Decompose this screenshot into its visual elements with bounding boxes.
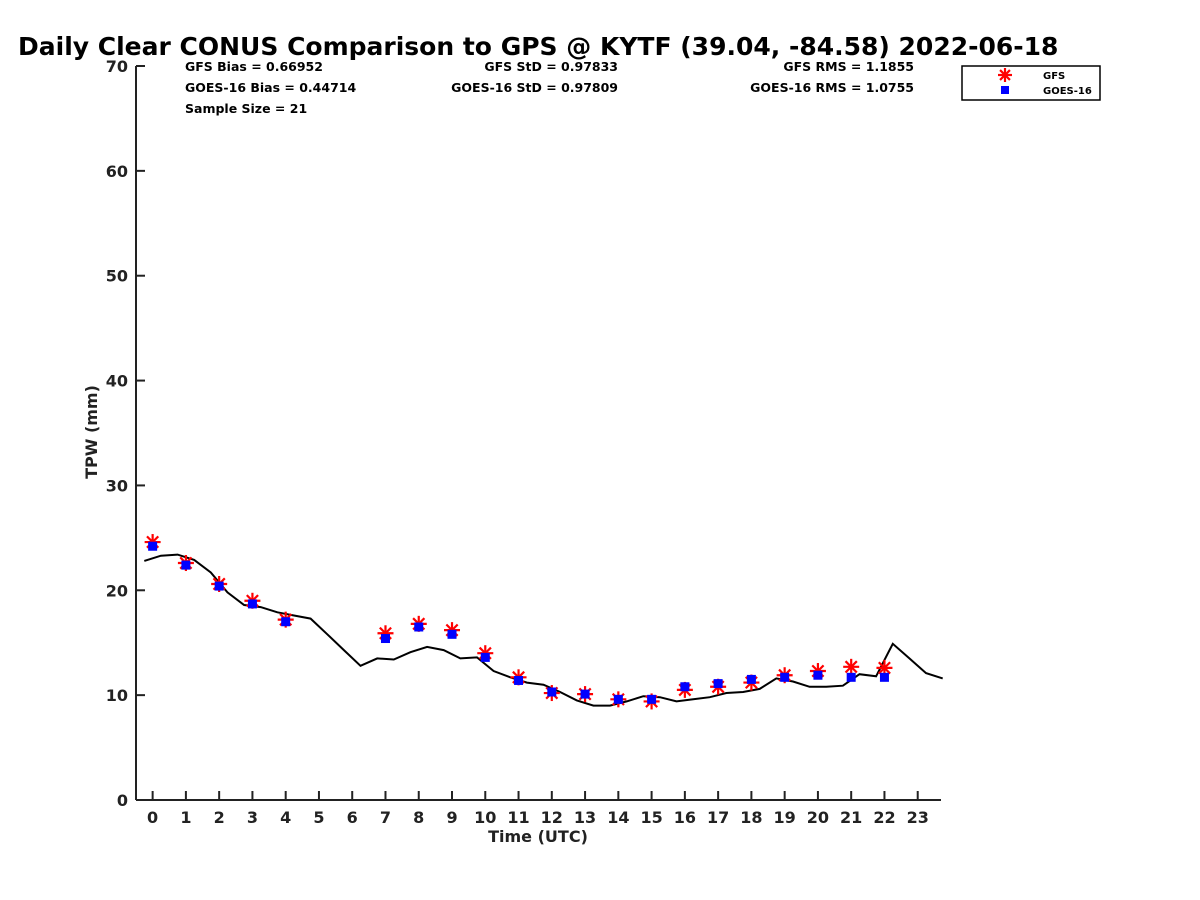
x-tick-label: 4 xyxy=(280,808,291,827)
goes-point xyxy=(879,672,889,682)
x-tick-label: 18 xyxy=(740,808,762,827)
y-tick-label: 0 xyxy=(117,791,128,810)
x-tick-label: 22 xyxy=(873,808,895,827)
goes-point xyxy=(414,622,424,632)
goes-point xyxy=(181,560,191,570)
legend-gfs-marker xyxy=(998,68,1012,82)
x-tick-label: 13 xyxy=(574,808,596,827)
x-tick-label: 16 xyxy=(674,808,696,827)
x-tick-label: 14 xyxy=(607,808,629,827)
legend-gfs-label: GFS xyxy=(1043,71,1065,82)
x-tick-label: 0 xyxy=(147,808,158,827)
y-tick-label: 60 xyxy=(106,162,128,181)
goes-point xyxy=(613,694,623,704)
goes-point xyxy=(680,682,690,692)
goes-point xyxy=(514,675,524,685)
y-axis-label: TPW (mm) xyxy=(82,385,101,479)
y-tick-label: 70 xyxy=(106,57,128,76)
x-tick-label: 2 xyxy=(214,808,225,827)
x-tick-label: 3 xyxy=(247,808,258,827)
y-tick-label: 50 xyxy=(106,267,128,286)
gfs-bias-stat: GFS Bias = 0.66952 xyxy=(185,59,323,74)
goes-point xyxy=(780,672,790,682)
goes-point xyxy=(214,581,224,591)
x-tick-label: 5 xyxy=(313,808,324,827)
legend-goes-square xyxy=(1001,86,1009,94)
goes-point xyxy=(281,617,291,627)
x-axis-label: Time (UTC) xyxy=(488,827,588,846)
gfs-std-stat: GFS StD = 0.97833 xyxy=(484,59,618,74)
goes-std-stat: GOES-16 StD = 0.97809 xyxy=(451,80,618,95)
plot-area xyxy=(144,534,944,710)
y-tick-label: 10 xyxy=(106,686,128,705)
goes-point xyxy=(480,652,490,662)
asterisk-stroke xyxy=(844,660,858,674)
gfs-rms-stat: GFS RMS = 1.1855 xyxy=(783,59,914,74)
gps-line xyxy=(144,553,944,707)
goes-point xyxy=(447,629,457,639)
x-tick-label: 9 xyxy=(446,808,457,827)
legend-goes-label: GOES-16 xyxy=(1043,86,1092,97)
legend-gfs-asterisk xyxy=(998,68,1012,82)
x-tick-label: 15 xyxy=(640,808,662,827)
axes xyxy=(135,66,941,801)
legend-box xyxy=(961,65,1101,101)
x-tick-label: 12 xyxy=(541,808,563,827)
y-tick-label: 20 xyxy=(106,581,128,600)
sample-size-stat: Sample Size = 21 xyxy=(185,101,307,116)
asterisk-stroke xyxy=(999,69,1011,81)
x-tick-label: 7 xyxy=(380,808,391,827)
goes-point xyxy=(547,687,557,697)
x-tick-label: 23 xyxy=(907,808,929,827)
x-tick-label: 20 xyxy=(807,808,829,827)
goes-point xyxy=(713,679,723,689)
x-tick-label: 17 xyxy=(707,808,729,827)
goes-bias-stat: GOES-16 Bias = 0.44714 xyxy=(185,80,356,95)
chart-title: Daily Clear CONUS Comparison to GPS @ KY… xyxy=(18,32,1058,61)
goes-point xyxy=(813,670,823,680)
goes-point xyxy=(746,674,756,684)
gfs-point xyxy=(843,658,860,675)
goes-point xyxy=(647,694,657,704)
x-tick-label: 8 xyxy=(413,808,424,827)
goes-point xyxy=(846,672,856,682)
goes-rms-stat: GOES-16 RMS = 1.0755 xyxy=(750,80,914,95)
goes-point xyxy=(380,634,390,644)
goes-point xyxy=(148,541,158,551)
x-tick-label: 6 xyxy=(347,808,358,827)
goes-point xyxy=(247,599,257,609)
asterisk-stroke xyxy=(878,661,891,675)
x-tick-label: 1 xyxy=(180,808,191,827)
x-tick-label: 11 xyxy=(507,808,529,827)
x-tick-label: 21 xyxy=(840,808,862,827)
y-tick-label: 30 xyxy=(106,476,128,495)
y-tick-label: 40 xyxy=(106,372,128,391)
legend-goes-marker xyxy=(1001,86,1009,94)
x-tick-label: 10 xyxy=(474,808,496,827)
x-tick-label: 19 xyxy=(774,808,796,827)
legend: GFS GOES-16 xyxy=(961,65,1101,101)
goes-point xyxy=(580,689,590,699)
